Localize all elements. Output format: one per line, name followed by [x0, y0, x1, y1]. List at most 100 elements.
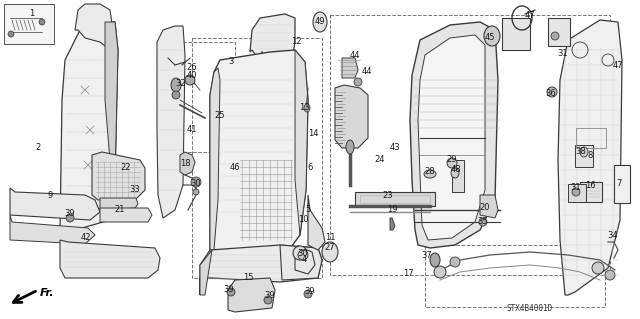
Polygon shape: [210, 50, 308, 278]
Bar: [452, 160, 464, 192]
Text: 23: 23: [383, 190, 394, 199]
Polygon shape: [250, 14, 295, 65]
Bar: [157, 42, 235, 152]
Ellipse shape: [191, 177, 201, 187]
Text: 30: 30: [298, 249, 308, 258]
Bar: [580, 182, 602, 202]
Polygon shape: [342, 58, 358, 78]
Text: 40: 40: [187, 71, 197, 80]
Polygon shape: [105, 22, 118, 185]
Text: 8: 8: [588, 151, 593, 160]
Bar: [575, 145, 593, 167]
Ellipse shape: [484, 26, 500, 46]
Polygon shape: [390, 218, 395, 230]
Text: 14: 14: [308, 129, 318, 137]
Ellipse shape: [547, 87, 557, 97]
Ellipse shape: [185, 75, 195, 85]
Bar: [614, 165, 630, 203]
Polygon shape: [280, 245, 322, 280]
Text: 26: 26: [187, 63, 197, 72]
Ellipse shape: [451, 168, 459, 178]
Polygon shape: [210, 68, 220, 278]
Bar: [425, 245, 605, 307]
Text: 38: 38: [575, 147, 586, 157]
Text: 19: 19: [387, 205, 397, 214]
Text: Fr.: Fr.: [40, 288, 54, 298]
Text: 32: 32: [176, 79, 186, 88]
Polygon shape: [308, 195, 325, 250]
Text: 25: 25: [215, 110, 225, 120]
Bar: [4, 4, 54, 44]
Ellipse shape: [304, 290, 312, 298]
Bar: [548, 18, 570, 46]
Text: 24: 24: [375, 155, 385, 165]
Text: 47: 47: [612, 61, 623, 70]
Bar: [355, 192, 435, 206]
Text: 39: 39: [65, 209, 76, 218]
Text: 18: 18: [180, 159, 190, 167]
Text: 44: 44: [362, 68, 372, 77]
Text: 28: 28: [425, 167, 435, 176]
Text: 33: 33: [130, 184, 140, 194]
Ellipse shape: [264, 296, 272, 304]
Polygon shape: [60, 22, 118, 230]
Ellipse shape: [66, 214, 74, 222]
Ellipse shape: [580, 147, 588, 157]
Text: 1: 1: [29, 10, 35, 19]
Ellipse shape: [605, 270, 615, 280]
Text: 36: 36: [546, 88, 556, 98]
Bar: [360, 195, 430, 203]
Ellipse shape: [551, 32, 559, 40]
Text: 29: 29: [447, 155, 457, 165]
Text: 30: 30: [191, 179, 202, 188]
Polygon shape: [480, 195, 498, 218]
Polygon shape: [295, 50, 308, 235]
Text: 12: 12: [291, 38, 301, 47]
Ellipse shape: [447, 158, 457, 168]
Bar: [576, 128, 606, 148]
Text: 9: 9: [47, 191, 52, 201]
Polygon shape: [10, 188, 100, 220]
Polygon shape: [295, 246, 315, 274]
Text: 2: 2: [35, 144, 40, 152]
Text: 42: 42: [81, 234, 92, 242]
Text: 37: 37: [422, 250, 433, 259]
Polygon shape: [100, 198, 138, 210]
Text: 22: 22: [121, 162, 131, 172]
Text: 31: 31: [557, 49, 568, 58]
Text: 45: 45: [484, 33, 495, 42]
Ellipse shape: [450, 257, 460, 267]
Text: 5: 5: [305, 205, 310, 214]
Ellipse shape: [293, 246, 307, 260]
Text: 44: 44: [349, 50, 360, 60]
Ellipse shape: [39, 19, 45, 25]
Text: 13: 13: [299, 103, 309, 113]
Text: 20: 20: [480, 204, 490, 212]
Text: 34: 34: [608, 232, 618, 241]
Polygon shape: [410, 22, 498, 248]
Polygon shape: [418, 35, 485, 240]
Bar: [192, 38, 322, 278]
Text: 41: 41: [187, 125, 197, 135]
Ellipse shape: [346, 140, 354, 154]
Polygon shape: [228, 278, 275, 312]
Text: 6: 6: [307, 164, 313, 173]
Ellipse shape: [171, 78, 181, 92]
Text: 47: 47: [525, 11, 535, 20]
Ellipse shape: [172, 91, 180, 99]
Text: 3: 3: [228, 57, 234, 66]
Ellipse shape: [8, 31, 14, 37]
Text: STX4B4001D: STX4B4001D: [507, 304, 553, 313]
Ellipse shape: [193, 189, 199, 195]
Polygon shape: [100, 208, 152, 222]
Text: 21: 21: [115, 205, 125, 214]
Ellipse shape: [479, 218, 487, 226]
Text: 4: 4: [301, 255, 307, 263]
Polygon shape: [75, 4, 113, 50]
Ellipse shape: [313, 12, 327, 32]
Text: 15: 15: [243, 273, 253, 283]
Text: 46: 46: [230, 164, 240, 173]
Ellipse shape: [354, 78, 362, 86]
Text: 27: 27: [324, 243, 335, 253]
Polygon shape: [200, 250, 212, 295]
